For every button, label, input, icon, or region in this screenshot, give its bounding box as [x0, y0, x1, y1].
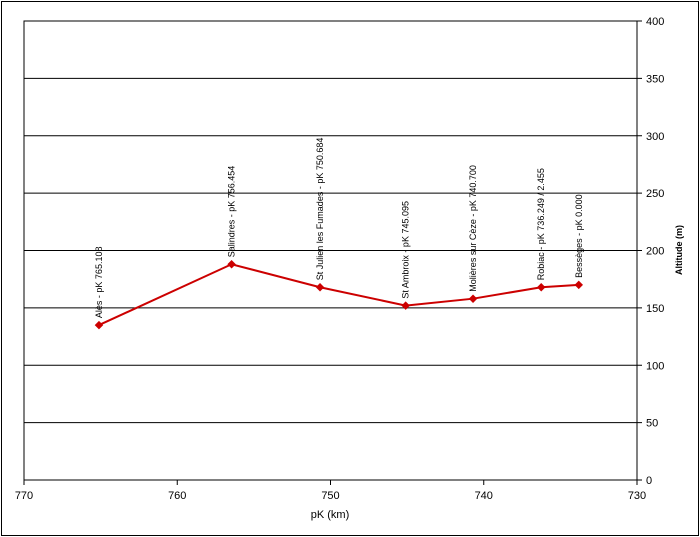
x-tick-label: 730 [628, 490, 646, 502]
point-label: Bessèges - pK 0.000 [574, 194, 584, 278]
marker [94, 320, 104, 330]
point-label: Robiac - pK 736.249 / 2.455 [536, 168, 546, 280]
point-label: Molières sur Cèze - pK 740.700 [468, 165, 478, 292]
x-tick-label: 750 [321, 490, 339, 502]
y-tick-label: 350 [646, 73, 664, 85]
point-label: St Ambroix - pK 745.095 [401, 201, 411, 299]
x-tick-label: 770 [15, 490, 33, 502]
y-tick-label: 150 [646, 303, 664, 315]
y-tick-label: 400 [646, 16, 664, 28]
y-tick-label: 100 [646, 360, 664, 372]
x-tick-label: 760 [168, 490, 186, 502]
y-tick-label: 250 [646, 188, 664, 200]
y-tick-label: 200 [646, 246, 664, 258]
x-tick-label: 740 [475, 490, 493, 502]
y-axis-label: Altitude (m) [674, 225, 684, 275]
y-tick-label: 0 [646, 475, 652, 487]
x-axis-label: pK (km) [311, 509, 350, 521]
y-tick-label: 50 [646, 418, 658, 430]
point-label: St Julien les Fumades - pK 750.684 [315, 138, 325, 281]
marker [315, 282, 325, 292]
y-tick-label: 300 [646, 131, 664, 143]
marker [536, 282, 546, 292]
point-label: Alès - pK 765.108 [94, 247, 104, 319]
point-label: Salindres - pK 756.454 [227, 166, 237, 258]
marker [227, 260, 236, 269]
marker [468, 294, 478, 303]
marker [401, 301, 410, 310]
marker [574, 280, 584, 290]
